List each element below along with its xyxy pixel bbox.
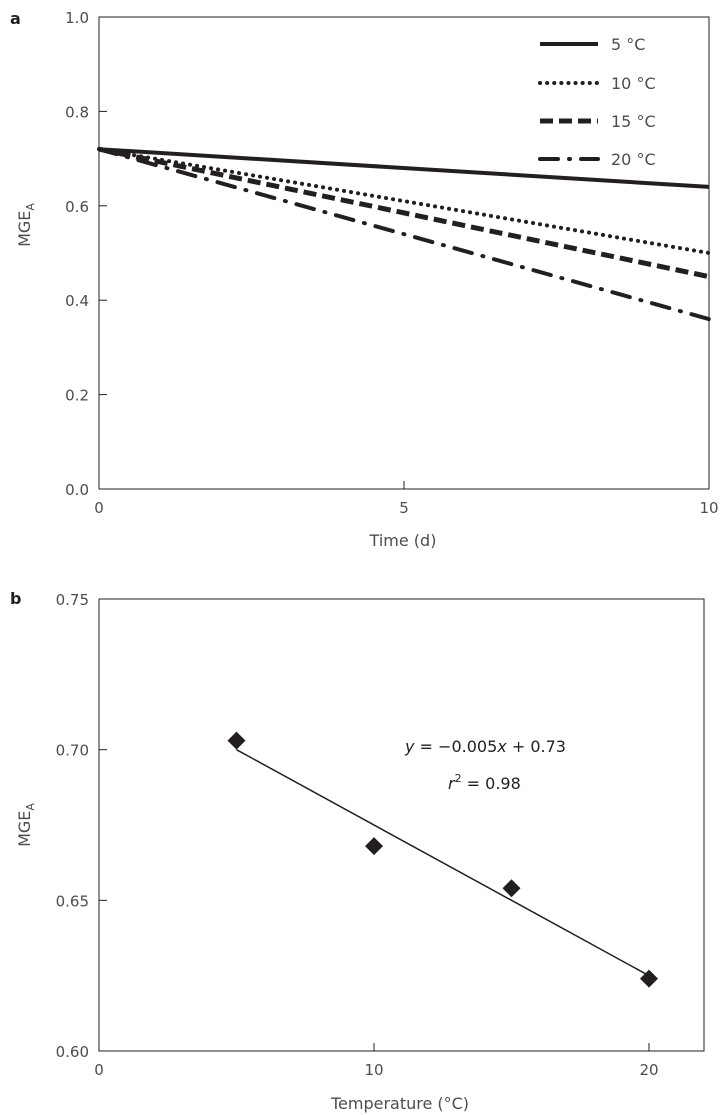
panel-b-y-axis-title: MGEA xyxy=(15,803,37,847)
panel-a-legend: 5 °C 10 °C 15 °C 20 °C xyxy=(538,35,656,169)
panel-b-label: b xyxy=(10,589,21,608)
panel-b-x-ticks: 0 10 20 xyxy=(94,1043,659,1079)
panel-a: a 0.00.20.40.60.81.0 0 5 10 MGEA Time (d) … xyxy=(10,9,719,550)
panel-a-x-tick-label-10: 10 xyxy=(699,499,718,517)
panel-a-series xyxy=(97,146,711,322)
data-point-10c xyxy=(365,837,383,856)
panel-a-x-axis-title: Time (d) xyxy=(369,531,437,550)
legend-label-5c: 5 °C xyxy=(611,35,645,54)
panel-a-y-axis-title: MGEA xyxy=(15,203,37,247)
panel-a-y-tick-label-0-4: 0.4 xyxy=(65,292,89,310)
data-point-20c xyxy=(640,969,658,988)
legend-label-15c: 15 °C xyxy=(611,112,656,131)
panel-b-y-tick-label-0-65: 0.65 xyxy=(56,892,89,910)
data-point-15c xyxy=(502,879,521,898)
r-squared-value: r2 = 0.98 xyxy=(448,772,521,793)
panel-a-x-tick-label-0: 0 xyxy=(94,499,104,517)
regression-fit-line xyxy=(236,749,650,977)
panel-a-y-tick-label-0-8: 0.8 xyxy=(65,103,89,121)
panel-b-x-tick-label-10: 10 xyxy=(364,1061,383,1079)
panel-a-x-tick-label-5: 5 xyxy=(399,499,409,517)
panel-a-y-ticks: 0.0 0.2 0.4 0.6 0.8 1.0 xyxy=(65,9,107,499)
data-point-5c xyxy=(227,731,246,750)
panel-a-y-tick-label-1-0: 1.0 xyxy=(65,9,89,27)
panel-b-x-tick-label-20: 20 xyxy=(639,1061,658,1079)
series-line-20-c xyxy=(97,147,711,322)
legend-label-20c: 20 °C xyxy=(611,150,656,169)
panel-b-y-ticks: 0.60 0.65 0.70 0.75 xyxy=(56,591,107,1061)
panel-a-label: a xyxy=(10,9,21,28)
regression-equation: y = −0.005x + 0.73 xyxy=(404,737,566,756)
panel-b-fit-line-group xyxy=(236,749,650,977)
panel-b-x-tick-label-0: 0 xyxy=(94,1061,104,1079)
panel-a-y-tick-label-0-2: 0.2 xyxy=(65,387,89,405)
panel-a-y-tick-label-0-0: 0.0 xyxy=(65,481,89,499)
panel-b-y-tick-label-0-60: 0.60 xyxy=(56,1043,89,1061)
panel-b: b 0.60 0.65 0.70 0.75 0 10 20 MGEA Temperatur… xyxy=(10,589,705,1113)
series-line-15-c xyxy=(98,146,710,280)
panel-b-plot-frame xyxy=(98,598,705,1052)
panel-b-y-tick-label-0-75: 0.75 xyxy=(56,591,89,609)
series-line-5-c xyxy=(98,147,710,189)
legend-label-10c: 10 °C xyxy=(611,74,656,93)
panel-a-y-tick-label-0-6: 0.6 xyxy=(65,198,89,216)
panel-b-points xyxy=(227,731,658,988)
panel-b-y-tick-label-0-70: 0.70 xyxy=(56,742,89,760)
panel-b-x-axis-title: Temperature (°C) xyxy=(330,1094,469,1113)
panel-a-x-ticks: 0 5 10 xyxy=(94,481,719,517)
